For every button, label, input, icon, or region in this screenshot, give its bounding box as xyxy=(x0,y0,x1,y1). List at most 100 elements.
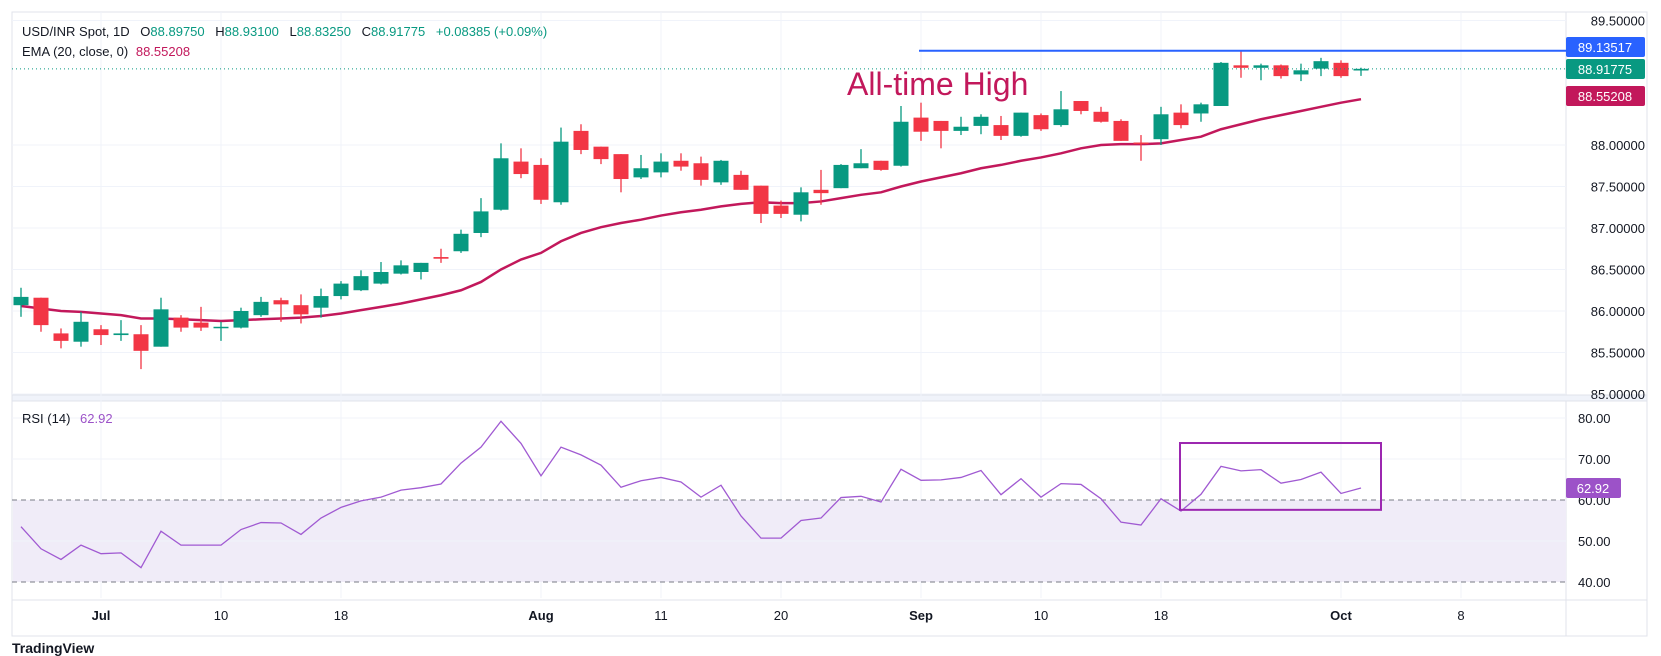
candle-body xyxy=(74,322,89,342)
candle-down xyxy=(914,103,929,141)
candle-body xyxy=(1154,114,1169,139)
candle-down xyxy=(1074,101,1089,114)
candle-down xyxy=(1174,104,1189,128)
candle-body xyxy=(314,296,329,308)
candle-down xyxy=(134,325,149,369)
price-lines xyxy=(12,51,1566,69)
candle-body xyxy=(1174,113,1189,125)
candle-up xyxy=(974,114,989,134)
candle-up xyxy=(314,289,329,318)
time-tick-label: Oct xyxy=(1330,608,1352,623)
candle-body xyxy=(834,165,849,188)
candle-body xyxy=(1234,65,1249,67)
time-tick-label: 18 xyxy=(334,608,348,623)
candle-up xyxy=(474,198,489,237)
candle-body xyxy=(814,190,829,193)
candle-body xyxy=(254,302,269,315)
candle-body xyxy=(574,131,589,150)
close-value: 88.91775 xyxy=(371,24,425,39)
candle-up xyxy=(894,106,909,167)
candle-down xyxy=(734,171,749,190)
candle-body xyxy=(614,154,629,179)
candle-body xyxy=(34,298,49,325)
candle-body xyxy=(1254,65,1269,67)
candle-body xyxy=(554,142,569,203)
all-time-high-annotation: All-time High xyxy=(847,66,1028,102)
candle-down xyxy=(94,325,109,345)
candle-down xyxy=(514,148,529,178)
candle-body xyxy=(874,161,889,170)
time-tick-label: 10 xyxy=(1034,608,1048,623)
candle-body xyxy=(954,127,969,131)
candle-up xyxy=(414,263,429,280)
candle-body xyxy=(1014,113,1029,136)
candle-body xyxy=(894,122,909,166)
candle-up xyxy=(74,312,89,347)
price-tick-label: 85.50000 xyxy=(1591,346,1645,361)
candle-up xyxy=(854,149,869,168)
candle-body xyxy=(394,265,409,273)
candle-body xyxy=(734,175,749,190)
candle-up xyxy=(1014,113,1029,137)
candle-body xyxy=(594,147,609,159)
high-key: H xyxy=(215,24,224,39)
candle-body xyxy=(1314,61,1329,68)
candle-body xyxy=(214,327,229,329)
candle-body xyxy=(234,311,249,328)
time-tick-label: 11 xyxy=(654,608,668,623)
tradingview-logo[interactable]: TradingView xyxy=(12,640,94,656)
candle-down xyxy=(694,157,709,186)
candle-up xyxy=(494,143,509,210)
price-tick-label: 88.00000 xyxy=(1591,138,1645,153)
candle-up xyxy=(634,155,649,179)
candle-body xyxy=(514,162,529,174)
candle-body xyxy=(194,323,209,328)
candle-body xyxy=(134,334,149,351)
candle-up xyxy=(794,187,809,221)
candle-body xyxy=(174,318,189,328)
ema-legend[interactable]: EMA (20, close, 0) 88.55208 xyxy=(22,44,190,59)
time-tick-label: 10 xyxy=(214,608,228,623)
candle-up xyxy=(14,288,29,317)
candle-body xyxy=(714,161,729,183)
rsi-tick-label: 40.00 xyxy=(1578,575,1611,590)
candle-body xyxy=(1274,65,1289,76)
open-value: 88.89750 xyxy=(150,24,204,39)
candle-body xyxy=(634,168,649,177)
candle-down xyxy=(574,124,589,154)
candle-up xyxy=(454,230,469,253)
candle-body xyxy=(1194,104,1209,113)
price-tick-label: 86.50000 xyxy=(1591,263,1645,278)
price-tick-label: 87.50000 xyxy=(1591,180,1645,195)
price-tick-label: 87.00000 xyxy=(1591,221,1645,236)
rsi-label: RSI (14) xyxy=(22,411,70,426)
close-key: C xyxy=(362,24,371,39)
rsi-legend[interactable]: RSI (14) 62.92 xyxy=(22,411,113,426)
time-tick-label: Jul xyxy=(92,608,111,623)
candle-down xyxy=(1134,135,1149,161)
candle-body xyxy=(414,263,429,272)
candle-up xyxy=(114,320,129,341)
candle-body xyxy=(14,297,29,305)
candle-up xyxy=(1154,107,1169,145)
candle-body xyxy=(774,206,789,214)
pane-separator[interactable] xyxy=(12,395,1647,401)
low-value: 88.83250 xyxy=(297,24,351,39)
candle-body xyxy=(1034,115,1049,129)
candle-down xyxy=(1034,113,1049,130)
candle-body xyxy=(474,211,489,233)
candle-up xyxy=(334,281,349,299)
candle-down xyxy=(994,116,1009,140)
candle-body xyxy=(434,257,449,259)
symbol-label[interactable]: USD/INR Spot, 1D xyxy=(22,24,130,39)
resistance-price-label: 89.13517 xyxy=(1578,40,1632,55)
candle-body xyxy=(454,234,469,251)
price-tick-label: 86.00000 xyxy=(1591,304,1645,319)
ema-value: 88.55208 xyxy=(136,44,190,59)
ema-price-label: 88.55208 xyxy=(1578,89,1632,104)
candle-up xyxy=(1194,103,1209,122)
candle-down xyxy=(874,161,889,171)
time-tick-label: Sep xyxy=(909,608,933,623)
candle-up xyxy=(714,160,729,185)
